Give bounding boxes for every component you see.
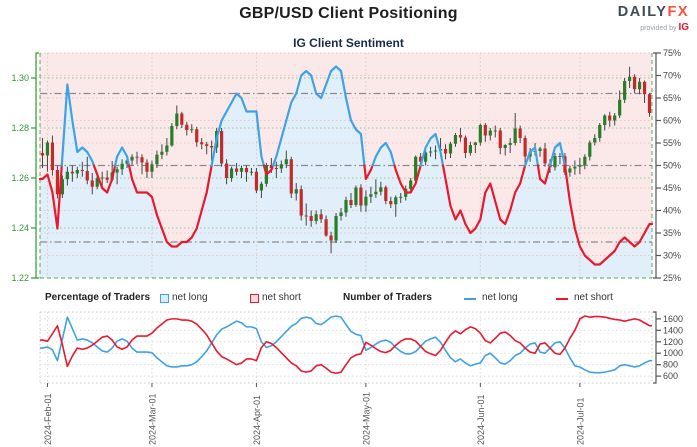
svg-text:1600: 1600 (663, 314, 683, 324)
net-short-line-icon (556, 298, 568, 300)
logo-provided-by: provided by IG (640, 21, 689, 33)
svg-text:1.30: 1.30 (11, 73, 29, 83)
dailyfx-logo: DAILYFX provided by IG (617, 4, 689, 33)
chart-title: IG Client Sentiment (293, 36, 404, 50)
svg-text:2024-Jul-01: 2024-Jul-01 (575, 397, 585, 445)
page-title: GBP/USD Client Positioning (239, 5, 458, 22)
logo-fx-text: FX (667, 4, 689, 20)
svg-text:1.24: 1.24 (11, 223, 29, 233)
net-short-swatch-icon (250, 294, 259, 303)
price-sentiment-chart: 1.22 1.24 1.26 1.28 1.30 25% 30% 35% 40% 45% 50% 55… (11, 48, 681, 283)
dailyfx-wordmark: DAILYFX (617, 4, 689, 21)
svg-text:2024-Jun-01: 2024-Jun-01 (476, 394, 486, 445)
svg-text:2024-Feb-01: 2024-Feb-01 (43, 393, 53, 445)
svg-text:1.28: 1.28 (11, 123, 29, 133)
svg-text:2024-Mar-01: 2024-Mar-01 (147, 393, 157, 445)
svg-text:60%: 60% (663, 116, 681, 126)
svg-text:1000: 1000 (663, 348, 683, 358)
legend-pct-net-long: net long (172, 292, 208, 303)
svg-text:600: 600 (663, 371, 678, 381)
net-long-swatch-icon (160, 294, 169, 303)
svg-text:2024-Apr-01: 2024-Apr-01 (252, 395, 262, 445)
svg-text:2024-May-01: 2024-May-01 (361, 392, 371, 445)
svg-text:45%: 45% (663, 183, 681, 193)
legend-num-net-short: net short (574, 292, 613, 303)
legend-percentage-of-traders: Percentage of Traders (45, 292, 151, 303)
svg-text:35%: 35% (663, 228, 681, 238)
legend-pct-net-short: net short (262, 292, 301, 303)
legend-number-of-traders: Number of Traders (343, 292, 432, 303)
logo-daily-text: DAILY (617, 4, 668, 20)
svg-text:75%: 75% (663, 48, 681, 58)
svg-text:1.26: 1.26 (11, 173, 29, 183)
svg-text:25%: 25% (663, 273, 681, 283)
svg-text:70%: 70% (663, 71, 681, 81)
legend: Percentage of Traders net long net short… (0, 291, 697, 306)
svg-text:1.22: 1.22 (11, 273, 29, 283)
svg-text:50%: 50% (663, 161, 681, 171)
svg-text:65%: 65% (663, 93, 681, 103)
ig-logo: IG (678, 21, 689, 33)
svg-text:1400: 1400 (663, 325, 683, 335)
svg-text:30%: 30% (663, 251, 681, 261)
legend-num-net-long: net long (482, 292, 518, 303)
svg-text:800: 800 (663, 360, 678, 370)
svg-text:40%: 40% (663, 206, 681, 216)
net-long-line-icon (464, 298, 476, 300)
svg-text:55%: 55% (663, 138, 681, 148)
svg-text:1200: 1200 (663, 337, 683, 347)
